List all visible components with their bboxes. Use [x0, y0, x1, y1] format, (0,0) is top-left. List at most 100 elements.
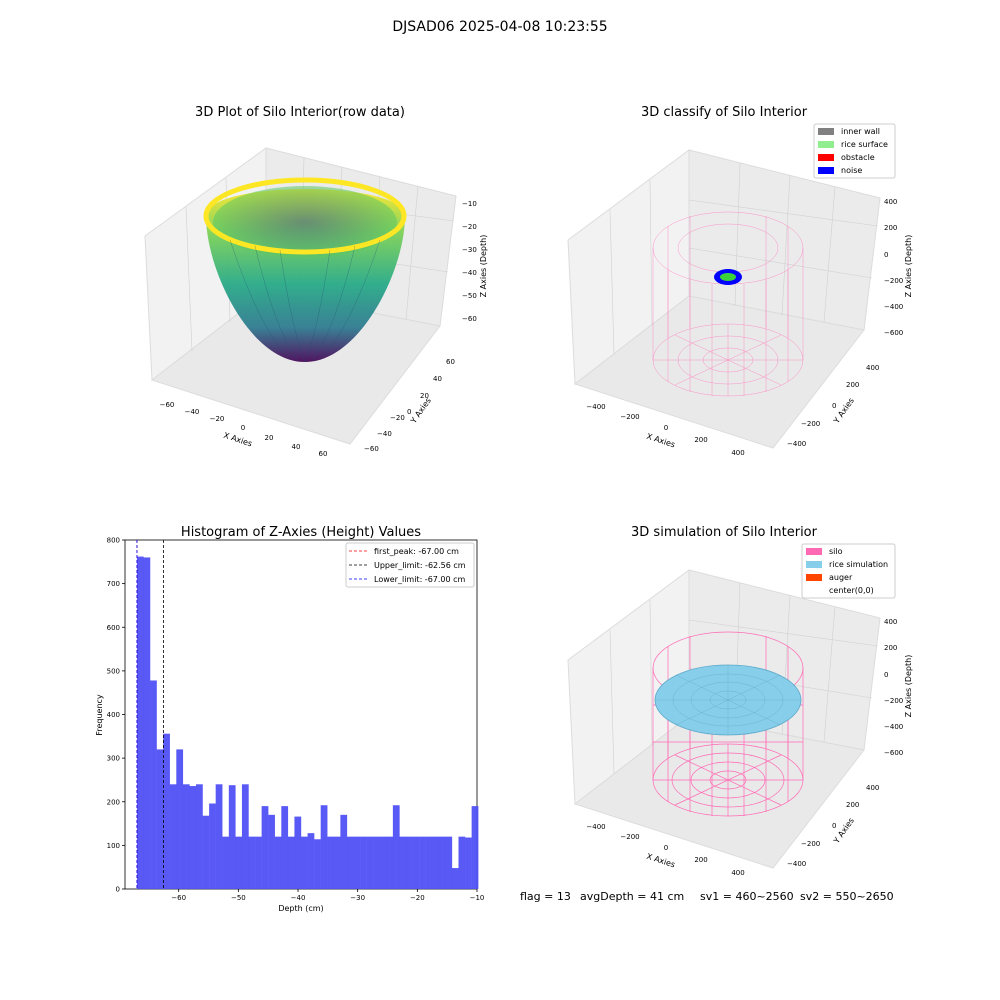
sim-xtick: 200 [694, 856, 707, 864]
hist-bar [392, 805, 400, 889]
raw-xtick: 40 [292, 443, 301, 451]
raw-xtick: −20 [210, 415, 225, 423]
raw-xticks: −60 −40 −20 0 20 40 60 [160, 401, 328, 458]
raw-xtick: −60 [160, 401, 175, 409]
raw-xtick: 20 [265, 434, 274, 442]
footer-stats: flag = 13 avgDepth = 41 cm sv1 = 460~256… [520, 890, 894, 903]
raw-ytick: −40 [377, 430, 392, 438]
raw-ytick: 20 [420, 392, 429, 400]
raw-bowl-rim [203, 177, 407, 255]
hist-bar [176, 749, 184, 889]
sim-ytick: 200 [846, 801, 859, 809]
panel-simulation-3d: 3D simulation of Silo Interior [567, 525, 913, 877]
hist-bar [241, 784, 249, 889]
hist-ytick-label: 100 [107, 842, 120, 850]
hist-ytick-label: 400 [107, 711, 120, 719]
hist-bar [432, 836, 440, 889]
hist-bar [215, 784, 223, 889]
hist-bar [163, 733, 170, 889]
raw-ytick: 0 [407, 408, 411, 416]
hist-bar [465, 837, 472, 889]
classify-ztick: 200 [884, 224, 897, 232]
hist-yticks: 0 100 200 300 400 500 600 700 800 [107, 537, 125, 894]
legend-swatch [818, 128, 834, 135]
hist-bar [458, 836, 466, 889]
raw-ylabel: Y Axies [408, 396, 433, 426]
hist-bar [281, 806, 289, 889]
hist-xtick-label: −30 [350, 894, 365, 902]
classify-ztick: −600 [884, 329, 903, 337]
classify-xtick: −200 [620, 413, 639, 421]
hist-bar [307, 833, 315, 889]
raw-yticks: 60 40 20 0 −20 −40 −60 [364, 358, 455, 453]
legend-label: Upper_limit: -62.56 cm [374, 561, 466, 570]
raw-title: 3D Plot of Silo Interior(row data) [195, 105, 405, 120]
hist-ytick-label: 200 [107, 798, 120, 806]
legend-swatch [818, 167, 834, 174]
classify-legend: inner wall rice surface obstacle noise [813, 123, 896, 179]
hist-ytick-label: 0 [116, 886, 120, 894]
simulation-title: 3D simulation of Silo Interior [631, 525, 818, 540]
classify-pane-floor [573, 295, 865, 449]
classify-silo-wireframe [652, 211, 804, 397]
footer-sv1: sv1 = 460~2560 [700, 890, 794, 903]
hist-bar [445, 836, 453, 889]
sim-yticks: 400 200 0 −200 −400 [787, 784, 879, 868]
hist-bar [412, 836, 420, 889]
classify-ytick: −400 [787, 440, 806, 448]
hist-bar [353, 836, 361, 889]
hist-xtick-label: −10 [470, 894, 485, 902]
raw-pane-floor [150, 291, 441, 445]
legend-label: noise [841, 166, 862, 175]
hist-xtick-label: −40 [291, 894, 306, 902]
hist-bar [438, 836, 446, 889]
raw-ztick: −30 [462, 246, 477, 254]
hist-bar [314, 839, 321, 889]
hist-bar [169, 784, 177, 889]
legend-frame [813, 123, 896, 179]
legend-label: first_peak: -67.00 cm [374, 547, 459, 556]
classify-ztick: −400 [884, 303, 903, 311]
hist-bar [222, 836, 230, 889]
hist-legend: first_peak: -67.00 cm Upper_limit: -62.5… [345, 542, 475, 588]
hist-bar [366, 836, 374, 889]
classify-xtick: 200 [694, 436, 707, 444]
raw-xtick: 60 [319, 450, 328, 458]
hist-ylabel: Frequency [95, 694, 104, 736]
hist-bar [287, 836, 295, 889]
sim-zlabel: Z Axies (Depth) [904, 655, 913, 718]
classify-xtick: −400 [586, 403, 605, 411]
classify-ztick: 400 [884, 198, 897, 206]
classify-ytick: 400 [866, 364, 879, 372]
sim-xtick: −200 [620, 833, 639, 841]
raw-bowl-interior [213, 186, 397, 258]
sim-ytick: −200 [801, 840, 820, 848]
legend-swatch [818, 141, 834, 148]
hist-bar [360, 836, 367, 889]
sim-ztick: 400 [884, 618, 897, 626]
hist-bar [471, 806, 479, 889]
raw-ztick: −60 [462, 315, 477, 323]
hist-bar [261, 806, 269, 889]
legend-swatch [818, 154, 834, 161]
suptitle: DJSAD06 2025-04-08 10:23:55 [392, 19, 607, 35]
classify-ytick: −200 [801, 420, 820, 428]
hist-bar [255, 836, 262, 889]
legend-swatch [806, 561, 822, 568]
classify-zlabel: Z Axies (Depth) [904, 235, 913, 298]
legend-label: auger [829, 573, 853, 582]
hist-xtick-label: −50 [231, 894, 246, 902]
hist-bar [379, 836, 387, 889]
sim-xticks: −400 −200 0 200 400 [586, 823, 744, 877]
hist-bar [451, 868, 459, 889]
hist-bar [320, 805, 328, 889]
legend-label: silo [829, 547, 843, 556]
raw-ztick: −50 [462, 292, 477, 300]
hist-bar [386, 836, 394, 889]
raw-xlabel: X Axies [222, 431, 253, 449]
hist-ytick-label: 300 [107, 755, 120, 763]
sim-ylabel: Y Axies [831, 816, 856, 846]
classify-ztick: 0 [884, 251, 888, 259]
sim-ytick: 0 [832, 822, 836, 830]
sim-ztick: 200 [884, 644, 897, 652]
